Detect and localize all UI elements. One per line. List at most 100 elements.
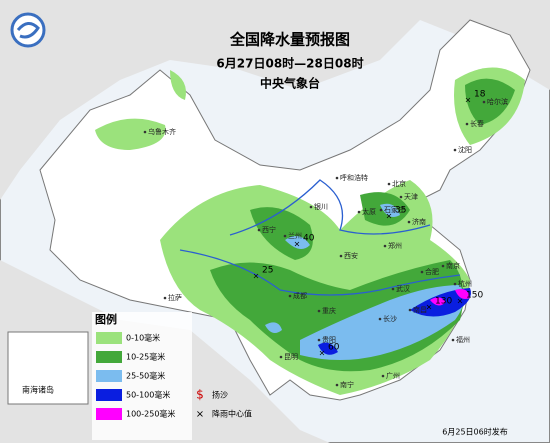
city-dot — [257, 228, 261, 232]
city-label: 南宁 — [340, 380, 354, 389]
river — [179, 249, 461, 296]
rain-25-50 — [380, 203, 400, 218]
city-dot — [383, 244, 387, 248]
city-dot — [335, 176, 339, 180]
city-dot — [317, 338, 321, 342]
logo-mark — [16, 22, 40, 39]
center-value: 40 — [303, 234, 315, 244]
footer: 6月25日06时发布 — [442, 427, 507, 437]
rain-10-25 — [465, 78, 515, 125]
city-label: 杭州 — [458, 279, 472, 288]
center-mark: × — [457, 297, 464, 306]
legend-swatch — [96, 389, 122, 401]
city-label: 长沙 — [383, 314, 397, 323]
city-label: 西宁 — [262, 225, 276, 234]
inset-box — [7, 331, 89, 405]
city-dot — [381, 374, 385, 378]
city-dot — [339, 254, 343, 258]
city-label: 石家庄 — [384, 205, 405, 214]
title: 全国降水量预报图 — [229, 31, 350, 49]
city-dot — [399, 195, 403, 199]
city-dot — [288, 294, 292, 298]
city-dot — [379, 208, 383, 212]
legend-label: 50-100毫米 — [126, 390, 170, 400]
legend-label: 10-25毫米 — [126, 352, 165, 362]
city-label: 沈阳 — [458, 145, 472, 154]
city-label: 天津 — [404, 193, 418, 201]
center-value: 130 — [435, 297, 452, 307]
city-dot — [143, 130, 147, 134]
rain-25-50 — [285, 236, 310, 249]
logo — [10, 12, 46, 48]
city-label: 南京 — [446, 261, 460, 270]
city-label: 北京 — [392, 179, 406, 188]
city-label: 成都 — [293, 291, 307, 300]
center-value: 35 — [395, 206, 406, 216]
city-dot — [378, 317, 382, 321]
city-dot — [408, 308, 412, 312]
legend-swatch — [96, 332, 122, 344]
city-label: 广州 — [386, 371, 400, 380]
city-label: 郑州 — [388, 242, 402, 250]
city-label: 福州 — [456, 335, 470, 344]
rain-50-100 — [318, 342, 338, 355]
legend-swatch — [96, 408, 122, 420]
city-dot — [441, 264, 445, 268]
rain-0-10 — [95, 118, 166, 150]
river — [229, 179, 431, 236]
center-symbol: × — [196, 409, 204, 420]
rain-100-250 — [430, 297, 446, 306]
city-dot — [335, 383, 339, 387]
sand-label: 扬沙 — [212, 390, 228, 400]
city-dot — [309, 205, 313, 209]
center-value: 60 — [328, 343, 340, 353]
city-dot — [453, 282, 457, 286]
city-label: 呼和浩特 — [340, 173, 368, 182]
legend-swatch — [96, 370, 122, 382]
center-mark: × — [319, 349, 326, 358]
city-dot — [453, 148, 457, 152]
city-dot — [451, 338, 455, 342]
legend-label: 100-250毫米 — [126, 409, 175, 419]
city-dot — [163, 296, 167, 300]
center-value: 18 — [474, 90, 486, 100]
issuer: 中央气象台 — [260, 76, 320, 91]
city-label: 西安 — [344, 251, 358, 260]
legend: 0-10毫米 10-25毫米 25-50毫米 50-100毫米 100-250毫米 — [96, 332, 175, 420]
city-label: 太原 — [362, 207, 376, 216]
legend-label: 0-10毫米 — [126, 333, 160, 343]
center-mark: × — [253, 272, 260, 281]
neighbor-land — [0, 0, 550, 200]
legend-label: 25-50毫米 — [126, 371, 165, 381]
city-label: 拉萨 — [168, 293, 182, 302]
city-dot — [391, 287, 395, 291]
center-mark: × — [465, 96, 472, 105]
city-label: 乌鲁木齐 — [148, 127, 176, 136]
center-mark: × — [386, 212, 393, 221]
city-dot — [420, 270, 424, 274]
legend-title: 图例 — [95, 312, 117, 326]
period: 6月27日08时—28日08时 — [216, 56, 363, 71]
center-label: 降雨中心值 — [212, 409, 252, 419]
rain-100-250 — [455, 289, 470, 299]
inset-label: 南海诸岛 — [22, 385, 54, 395]
city-dot — [482, 100, 486, 104]
city-dot — [279, 355, 283, 359]
city-dot — [465, 122, 469, 126]
city-label: 银川 — [314, 202, 328, 211]
rain-0-10 — [170, 70, 186, 100]
city-label: 长春 — [470, 119, 484, 128]
city-label: 哈尔滨 — [487, 97, 508, 106]
rain-25-50 — [265, 322, 282, 334]
city-dot — [317, 309, 321, 313]
city-dot — [407, 220, 411, 224]
city-dot — [387, 182, 391, 186]
city-label: 南昌 — [413, 305, 427, 314]
legend-swatch — [96, 351, 122, 363]
city-label: 重庆 — [322, 306, 336, 315]
center-value: 25 — [262, 266, 273, 276]
center-value: 150 — [466, 291, 483, 301]
city-label: 济南 — [412, 217, 426, 226]
center-mark: × — [294, 240, 301, 249]
city-label: 兰州 — [288, 231, 302, 240]
